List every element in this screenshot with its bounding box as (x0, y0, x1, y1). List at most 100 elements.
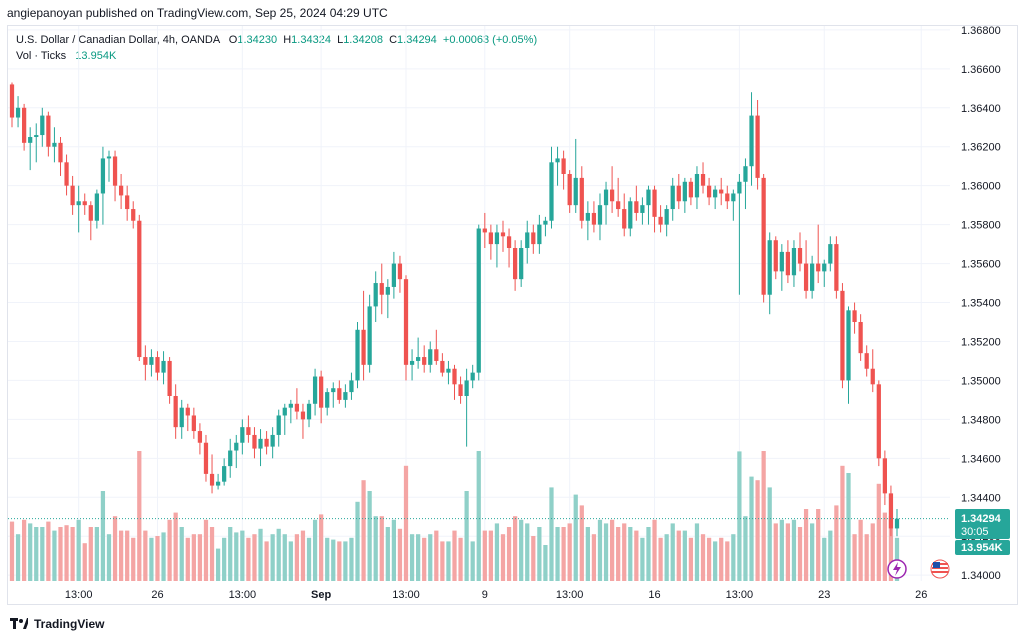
candle-body (276, 415, 281, 435)
time-tick-label: Sep (311, 589, 331, 601)
volume-bar (688, 537, 694, 581)
volume-bar (191, 534, 196, 581)
volume-bar (125, 530, 130, 581)
legend-low-label: L (337, 34, 344, 46)
volume-bar (531, 536, 536, 581)
candle-body (531, 232, 536, 245)
volume-bars (9, 451, 900, 581)
candle-body (185, 407, 190, 416)
us-flag-icon[interactable] (930, 559, 950, 579)
footer-brand[interactable]: TradingView (34, 617, 105, 631)
volume-bar (76, 519, 81, 581)
candle-body (422, 357, 427, 365)
volume-bar (446, 541, 451, 581)
volume-bar (391, 519, 397, 581)
candle-body (834, 244, 839, 291)
volume-bar (306, 537, 312, 581)
volume-bar (700, 534, 706, 581)
candle-body (349, 380, 354, 393)
candle-body (118, 185, 124, 196)
volume-bar (9, 521, 15, 581)
candle-body (779, 251, 784, 272)
candle-body (622, 209, 627, 229)
price-tick-label: 1.35200 (961, 336, 1001, 348)
candle-body (494, 232, 500, 245)
candle-body (476, 228, 481, 373)
candle-body (46, 115, 51, 147)
legend-volume-value: 13.954K (75, 50, 117, 62)
candle-body (76, 201, 81, 206)
volume-bar (864, 534, 869, 581)
volume-bar (719, 537, 724, 581)
volume-bar (294, 534, 300, 581)
candle-body (658, 216, 663, 225)
volume-bar (361, 480, 366, 581)
volume-bar (440, 541, 445, 581)
volume-bar (118, 530, 124, 581)
volume-bar (500, 534, 506, 581)
candle-body (40, 115, 45, 136)
price-tick-label: 1.35600 (961, 259, 1001, 271)
volume-bar (555, 527, 560, 581)
candle-body (591, 212, 597, 225)
candle-body (88, 205, 93, 221)
candle-body (94, 193, 99, 221)
candle-body (743, 166, 748, 182)
price-tick-label: 1.36000 (961, 181, 1001, 193)
candle-body (70, 185, 75, 206)
volume-bar (276, 528, 281, 581)
volume-bar (173, 512, 178, 581)
volume-bar (428, 534, 433, 581)
candle-body (561, 158, 566, 174)
candle-body (325, 392, 330, 408)
candle-body (446, 368, 451, 373)
volume-bar (94, 527, 99, 581)
candle-body (191, 415, 196, 432)
volume-bar (197, 534, 203, 581)
candle-body (264, 438, 269, 447)
volume-bar (385, 527, 390, 581)
volume-bar (482, 530, 487, 581)
legend-volume: Vol · Ticks 13.954K (16, 50, 116, 62)
countdown-text: 30:05 (961, 526, 989, 538)
volume-bar (397, 528, 403, 581)
legend-volume-label[interactable]: Vol · Ticks (16, 50, 67, 62)
candle-body (197, 431, 203, 443)
price-tick-label: 1.34600 (961, 453, 1001, 465)
volume-bar (209, 527, 215, 581)
tradingview-logo-icon[interactable] (10, 618, 28, 630)
time-tick-label: 13:00 (65, 589, 93, 601)
candle-body (719, 189, 724, 194)
candle-body (9, 84, 15, 118)
flash-icon[interactable] (887, 559, 907, 579)
volume-bar (34, 527, 39, 581)
candle-body (52, 142, 57, 147)
volume-bar (416, 534, 421, 581)
volume-bar (670, 523, 675, 581)
candle-body (331, 388, 336, 393)
candle-body (543, 220, 548, 225)
candle-body (652, 189, 657, 217)
candle-body (537, 224, 542, 245)
time-tick-label: 13:00 (556, 589, 584, 601)
volume-bar (179, 527, 184, 581)
candle-body (209, 473, 215, 486)
candle-body (440, 360, 445, 373)
candle-body (713, 189, 718, 198)
volume-bar (22, 519, 27, 581)
volume-bar (494, 523, 500, 581)
volume-bar (640, 537, 645, 581)
legend-symbol[interactable]: U.S. Dollar / Canadian Dollar, 4h, OANDA (16, 34, 220, 46)
candle-body (688, 181, 694, 198)
candle-body (240, 427, 245, 443)
volume-bar (652, 519, 657, 581)
candle-body (428, 349, 433, 365)
volume-bar (537, 527, 542, 581)
candle-body (343, 392, 348, 400)
volume-bar (409, 534, 415, 581)
volume-bar (40, 527, 45, 581)
volume-bar (761, 451, 766, 581)
candle-body (391, 263, 397, 287)
candle-body (858, 322, 863, 354)
